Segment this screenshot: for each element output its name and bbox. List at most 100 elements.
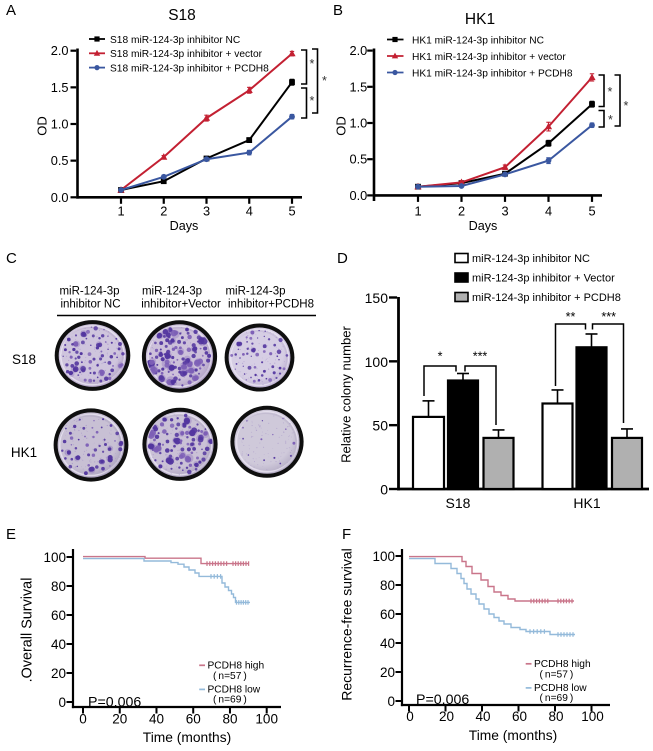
svg-text:.Overall Survival: .Overall Survival — [20, 578, 36, 683]
svg-text:20: 20 — [439, 709, 454, 724]
svg-text:60: 60 — [380, 607, 395, 622]
svg-text:1.0: 1.0 — [51, 117, 69, 132]
svg-text:miR-124-3p: miR-124-3p — [142, 286, 202, 298]
svg-text:( n=57 ): ( n=57 ) — [540, 670, 574, 681]
svg-text:80: 80 — [222, 712, 237, 727]
svg-text:HK1: HK1 — [11, 445, 37, 460]
svg-text:Time (months): Time (months) — [469, 728, 557, 743]
svg-text:( n=69 ): ( n=69 ) — [540, 693, 574, 704]
svg-text:80: 80 — [548, 709, 563, 724]
svg-text:S18: S18 — [12, 352, 36, 367]
svg-text:2: 2 — [458, 204, 465, 219]
svg-text:( n=57 ): ( n=57 ) — [213, 671, 247, 682]
svg-text:80: 80 — [51, 579, 66, 594]
svg-text:OD: OD — [35, 116, 50, 136]
svg-text:S18 miR-124-3p inhibitor NC: S18 miR-124-3p inhibitor NC — [110, 35, 240, 46]
svg-text:100: 100 — [255, 712, 278, 727]
svg-text:0: 0 — [387, 694, 395, 709]
svg-text:40: 40 — [475, 709, 490, 724]
svg-text:HK1 miR-124-3p inhibitor + vec: HK1 miR-124-3p inhibitor + vector — [412, 52, 566, 63]
svg-text:50: 50 — [372, 418, 388, 434]
svg-text:*: * — [310, 94, 315, 108]
svg-text:0.5: 0.5 — [51, 153, 69, 168]
svg-text:0: 0 — [406, 709, 414, 724]
svg-text:F: F — [342, 526, 351, 543]
svg-text:3: 3 — [203, 204, 210, 219]
svg-text:D: D — [337, 250, 348, 267]
svg-text:PCDH8 high: PCDH8 high — [208, 661, 265, 672]
svg-text:1.5: 1.5 — [51, 80, 69, 95]
svg-text:4: 4 — [246, 204, 253, 219]
svg-text:40: 40 — [380, 636, 395, 651]
svg-text:miR-124-3p: miR-124-3p — [225, 286, 285, 298]
svg-text:4: 4 — [545, 204, 552, 219]
svg-text:Relative colony number: Relative colony number — [339, 325, 354, 462]
svg-text:S18 miR-124-3p inhibitor + PCD: S18 miR-124-3p inhibitor + PCDH8 — [110, 63, 269, 74]
svg-text:2: 2 — [160, 204, 167, 219]
svg-text:1.5: 1.5 — [350, 79, 368, 94]
svg-text:40: 40 — [149, 712, 164, 727]
svg-text:inhibitor NC: inhibitor NC — [60, 299, 120, 311]
svg-text:*: * — [608, 113, 613, 127]
svg-text:miR-124-3p inhibitor NC: miR-124-3p inhibitor NC — [472, 253, 590, 265]
svg-text:0: 0 — [58, 695, 66, 710]
svg-text:5: 5 — [288, 204, 295, 219]
svg-text:0.0: 0.0 — [51, 190, 69, 205]
svg-text:P=0.006: P=0.006 — [88, 694, 141, 710]
svg-text:0: 0 — [380, 482, 388, 498]
svg-text:3: 3 — [501, 204, 508, 219]
svg-text:0.5: 0.5 — [350, 152, 368, 167]
svg-text:*: * — [438, 350, 443, 364]
svg-text:S18: S18 — [446, 495, 471, 511]
svg-text:1: 1 — [414, 204, 421, 219]
svg-text:miR-124-3p: miR-124-3p — [59, 286, 119, 298]
svg-text:S18 miR-124-3p inhibitor + vec: S18 miR-124-3p inhibitor + vector — [110, 49, 263, 60]
svg-text:OD: OD — [334, 116, 349, 136]
svg-text:***: *** — [601, 310, 616, 324]
svg-text:B: B — [333, 2, 343, 19]
svg-text:miR-124-3p inhibitor + PCDH8: miR-124-3p inhibitor + PCDH8 — [472, 292, 621, 304]
svg-text:Days: Days — [170, 219, 199, 233]
svg-text:PCDH8 low: PCDH8 low — [208, 685, 261, 696]
svg-text:1.0: 1.0 — [350, 116, 368, 131]
svg-text:E: E — [6, 526, 16, 543]
svg-text:*: * — [624, 99, 629, 113]
svg-text:Recurrence-free survival: Recurrence-free survival — [339, 548, 355, 701]
svg-text:HK1: HK1 — [573, 495, 600, 511]
svg-text:HK1 miR-124-3p inhibitor NC: HK1 miR-124-3p inhibitor NC — [412, 35, 544, 46]
svg-text:40: 40 — [51, 637, 66, 652]
svg-text:1: 1 — [117, 204, 124, 219]
svg-text:60: 60 — [512, 709, 527, 724]
svg-text:PCDH8 high: PCDH8 high — [534, 659, 591, 670]
svg-text:2.0: 2.0 — [51, 43, 69, 58]
svg-text:0: 0 — [79, 712, 87, 727]
svg-text:150: 150 — [365, 290, 389, 306]
svg-text:0.0: 0.0 — [350, 188, 368, 203]
svg-text:inhibitor+PCDH8: inhibitor+PCDH8 — [228, 299, 314, 311]
svg-text:60: 60 — [186, 712, 201, 727]
svg-text:PCDH8 low: PCDH8 low — [534, 683, 587, 694]
svg-text:HK1 miR-124-3p inhibitor + PCD: HK1 miR-124-3p inhibitor + PCDH8 — [412, 68, 573, 79]
svg-text:A: A — [6, 2, 16, 19]
svg-text:100: 100 — [43, 550, 66, 565]
svg-text:*: * — [322, 74, 327, 88]
svg-text:20: 20 — [380, 665, 395, 680]
svg-text:C: C — [6, 250, 17, 267]
svg-text:Days: Days — [469, 219, 498, 233]
svg-text:*: * — [310, 57, 315, 71]
svg-text:100: 100 — [581, 709, 604, 724]
svg-text:S18: S18 — [168, 7, 196, 24]
svg-text:HK1: HK1 — [465, 11, 495, 28]
svg-text:20: 20 — [112, 712, 127, 727]
svg-text:miR-124-3p inhibitor + Vector: miR-124-3p inhibitor + Vector — [472, 273, 615, 285]
svg-text:5: 5 — [588, 204, 595, 219]
svg-text:**: ** — [566, 310, 576, 324]
svg-text:60: 60 — [51, 608, 66, 623]
svg-text:( n=69 ): ( n=69 ) — [213, 695, 247, 706]
svg-text:2.0: 2.0 — [350, 43, 368, 58]
svg-text:20: 20 — [51, 666, 66, 681]
svg-text:100: 100 — [365, 354, 389, 370]
svg-text:Time (months): Time (months) — [143, 730, 231, 745]
svg-text:inhibitor+Vector: inhibitor+Vector — [141, 299, 221, 311]
svg-text:80: 80 — [380, 578, 395, 593]
